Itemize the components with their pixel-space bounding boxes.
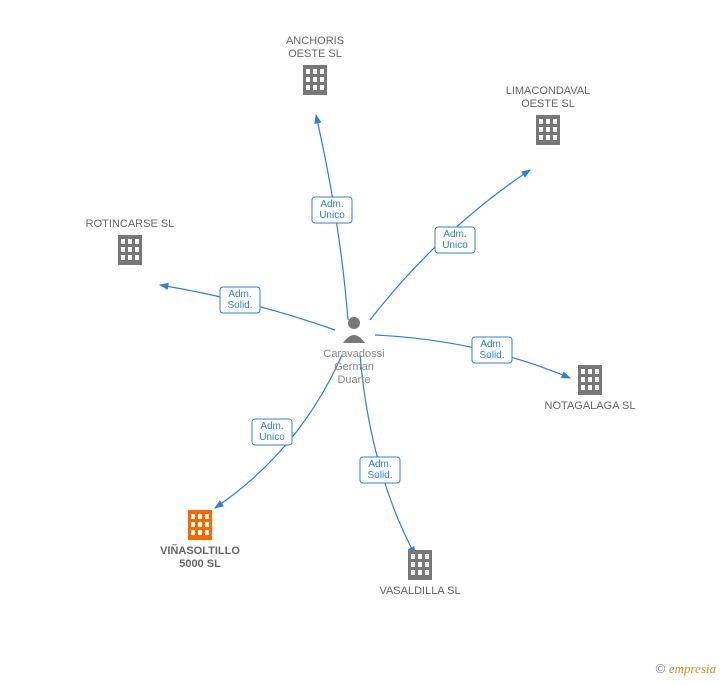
edge-label-text-limacondaval: Unico: [442, 240, 468, 251]
node-label-anchoris: ANCHORIS: [286, 35, 344, 47]
building-icon-notagalaga: [578, 365, 602, 395]
building-icon-rotincarse: [118, 235, 142, 265]
edge-label-text-rotincarse: Adm.: [228, 289, 251, 300]
node-label-vasaldilla: VASALDILLA SL: [379, 585, 460, 597]
network-diagram: Adm.UnicoAdm.UnicoAdm.Solid.Adm.Solid.Ad…: [0, 0, 728, 685]
edge-label-text-vasaldilla: Solid.: [367, 470, 392, 481]
building-icon-vinasoltillo: [188, 510, 212, 540]
edge-label-text-limacondaval: Adm.: [443, 229, 466, 240]
edge-label-text-vinasoltillo: Unico: [259, 432, 285, 443]
node-label-anchoris: OESTE SL: [288, 48, 342, 60]
center-label: Caravadossi: [323, 348, 384, 360]
node-label-rotincarse: ROTINCARSE SL: [86, 218, 175, 230]
node-label-limacondaval: OESTE SL: [521, 98, 575, 110]
edge-label-text-anchoris: Unico: [319, 210, 345, 221]
node-label-vinasoltillo: 5000 SL: [179, 558, 221, 570]
edge-label-text-notagalaga: Solid.: [479, 350, 504, 361]
edge-label-text-vasaldilla: Adm.: [368, 459, 391, 470]
edge-label-text-notagalaga: Adm.: [480, 339, 503, 350]
copyright-footer: © empresia: [656, 661, 716, 677]
node-label-limacondaval: LIMACONDAVAL: [506, 85, 591, 97]
node-label-vinasoltillo: VIÑASOLTILLO: [160, 544, 240, 557]
edge-label-text-anchoris: Adm.: [320, 199, 343, 210]
center-label: German: [334, 361, 374, 373]
edge-label-text-rotincarse: Solid.: [227, 300, 252, 311]
edge-label-text-vinasoltillo: Adm.: [260, 421, 283, 432]
node-label-notagalaga: NOTAGALAGA SL: [545, 400, 636, 412]
building-icon-vasaldilla: [408, 550, 432, 580]
building-icon-anchoris: [303, 65, 327, 95]
center-label: Duarte: [337, 374, 370, 386]
building-icon-limacondaval: [536, 115, 560, 145]
person-icon: [343, 317, 365, 343]
brand-name: empresia: [669, 661, 716, 676]
copyright-symbol: ©: [656, 661, 666, 676]
